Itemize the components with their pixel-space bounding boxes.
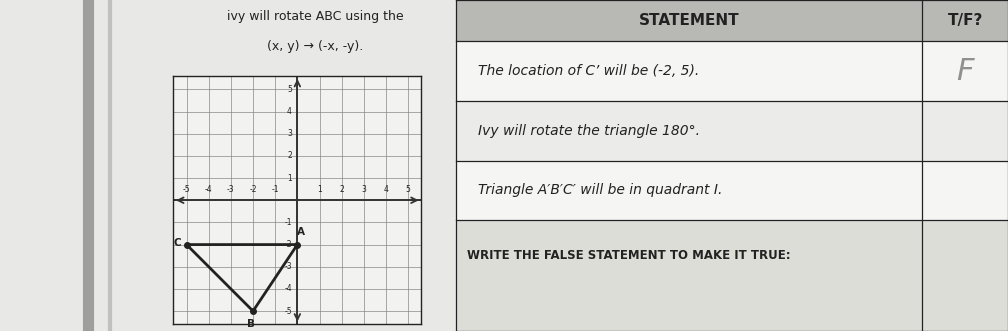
Text: ivy will rotate ABC using the: ivy will rotate ABC using the: [227, 10, 403, 23]
Text: A: A: [296, 227, 304, 237]
Text: 5: 5: [406, 185, 410, 194]
Text: T/F?: T/F?: [948, 13, 983, 28]
Text: 2: 2: [340, 185, 344, 194]
Text: -3: -3: [227, 185, 235, 194]
Text: The location of C’ will be (-2, 5).: The location of C’ will be (-2, 5).: [478, 64, 699, 78]
Text: STATEMENT: STATEMENT: [639, 13, 739, 28]
Text: -3: -3: [284, 262, 292, 271]
Text: 5: 5: [287, 85, 292, 94]
Text: C: C: [173, 238, 181, 249]
Bar: [456, 0, 1008, 41]
Text: Ivy will rotate the triangle 180°.: Ivy will rotate the triangle 180°.: [478, 124, 700, 138]
Text: -5: -5: [284, 307, 292, 315]
Text: 4: 4: [384, 185, 388, 194]
Text: -2: -2: [284, 240, 292, 249]
Text: WRITE THE FALSE STATEMENT TO MAKE IT TRUE:: WRITE THE FALSE STATEMENT TO MAKE IT TRU…: [467, 249, 790, 262]
Text: 4: 4: [287, 107, 292, 116]
Text: Triangle A′B′C′ will be in quadrant I.: Triangle A′B′C′ will be in quadrant I.: [478, 183, 722, 197]
Bar: [456, 220, 1008, 331]
Text: (x, y) → (-x, -y).: (x, y) → (-x, -y).: [267, 40, 363, 53]
Bar: [456, 101, 1008, 161]
Text: -4: -4: [205, 185, 213, 194]
Text: -5: -5: [182, 185, 191, 194]
Text: -1: -1: [271, 185, 279, 194]
Text: B: B: [247, 319, 255, 329]
Bar: [456, 41, 1008, 101]
Text: -4: -4: [284, 284, 292, 293]
Text: 1: 1: [318, 185, 322, 194]
Text: 1: 1: [287, 173, 292, 183]
Text: -1: -1: [284, 218, 292, 227]
Text: 3: 3: [362, 185, 366, 194]
Text: 3: 3: [287, 129, 292, 138]
Text: 2: 2: [287, 151, 292, 161]
Text: -2: -2: [249, 185, 257, 194]
Bar: [456, 161, 1008, 220]
Text: F: F: [957, 57, 974, 86]
